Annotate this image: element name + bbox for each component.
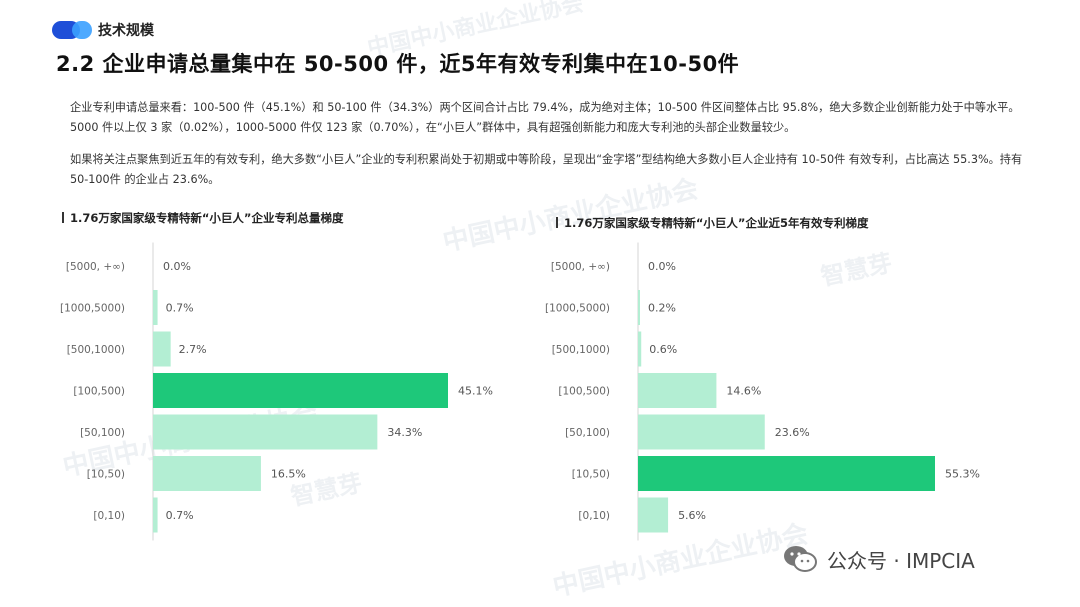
paragraph-1: 企业专利申请总量来看：100-500 件（45.1%）和 50-100 件（34… bbox=[70, 101, 1020, 134]
title-marker bbox=[62, 212, 64, 223]
chart-1: [5000, +∞) 0.0% [1000,5000) 0.7% [500,1000) 2… bbox=[60, 242, 493, 541]
wechat-icon bbox=[784, 546, 817, 572]
data-label: 0.0% bbox=[163, 260, 191, 273]
footer-text: 公众号 · IMPCIA bbox=[827, 548, 975, 573]
data-label: 0.7% bbox=[166, 302, 194, 315]
pill-light-shape bbox=[72, 21, 92, 39]
bar bbox=[153, 331, 171, 367]
data-label: 16.5% bbox=[271, 468, 306, 481]
data-label: 55.3% bbox=[945, 468, 980, 481]
bar bbox=[638, 373, 717, 408]
category-label: [50,100) bbox=[80, 427, 125, 439]
data-label: 2.7% bbox=[179, 343, 207, 356]
paragraph-2: 如果将关注点聚焦到近五年的有效专利，绝大多数“小巨人”企业的专利积累尚处于初期或… bbox=[70, 153, 1023, 186]
data-label: 23.6% bbox=[775, 426, 810, 439]
category-label: [5000, +∞) bbox=[66, 261, 125, 273]
category-label: [100,500) bbox=[73, 386, 125, 398]
section-icon bbox=[52, 21, 92, 39]
bar bbox=[153, 290, 158, 325]
chart-1-title: 1.76万家国家级专精特新“小巨人”企业专利总量梯度 bbox=[62, 210, 344, 226]
bar bbox=[638, 497, 669, 533]
chart-2-title-text: 1.76万家国家级专精特新“小巨人”企业近5年有效专利梯度 bbox=[564, 216, 869, 230]
chart-2: [5000, +∞) 0.0% [1000,5000) 0.2% [500,1000) 0… bbox=[545, 242, 980, 541]
data-label: 0.6% bbox=[649, 343, 677, 356]
page-title: 2.2 企业申请总量集中在 50-500 件，近5年有效专利集中在10-50件 bbox=[56, 52, 740, 76]
category-label: [50,100) bbox=[565, 427, 610, 439]
category-label: [10,50) bbox=[572, 469, 610, 481]
data-label: 14.6% bbox=[726, 385, 761, 398]
bar bbox=[638, 290, 640, 325]
title-marker bbox=[556, 217, 558, 228]
bar bbox=[638, 331, 642, 367]
footer: 公众号 · IMPCIA bbox=[783, 545, 975, 573]
data-label: 5.6% bbox=[678, 509, 706, 522]
bar bbox=[638, 414, 765, 450]
category-label: [500,1000) bbox=[552, 344, 610, 356]
category-label: [0,10) bbox=[578, 510, 610, 522]
bar bbox=[153, 456, 261, 491]
category-label: [500,1000) bbox=[67, 344, 125, 356]
section-label: 技术规模 bbox=[98, 23, 154, 39]
data-label: 45.1% bbox=[458, 385, 493, 398]
category-label: [1000,5000) bbox=[60, 303, 125, 315]
category-label: [5000, +∞) bbox=[551, 261, 610, 273]
chart-1-title-text: 1.76万家国家级专精特新“小巨人”企业专利总量梯度 bbox=[70, 211, 344, 225]
chart-2-title: 1.76万家国家级专精特新“小巨人”企业近5年有效专利梯度 bbox=[556, 215, 869, 231]
category-label: [100,500) bbox=[558, 386, 610, 398]
data-label: 0.7% bbox=[166, 509, 194, 522]
bar bbox=[153, 497, 158, 533]
bar bbox=[153, 373, 448, 408]
category-label: [10,50) bbox=[87, 469, 125, 481]
bar bbox=[153, 414, 378, 450]
data-label: 0.0% bbox=[648, 260, 676, 273]
category-label: [0,10) bbox=[93, 510, 125, 522]
data-label: 34.3% bbox=[387, 426, 422, 439]
bar bbox=[638, 456, 935, 491]
data-label: 0.2% bbox=[648, 302, 676, 315]
category-label: [1000,5000) bbox=[545, 303, 610, 315]
